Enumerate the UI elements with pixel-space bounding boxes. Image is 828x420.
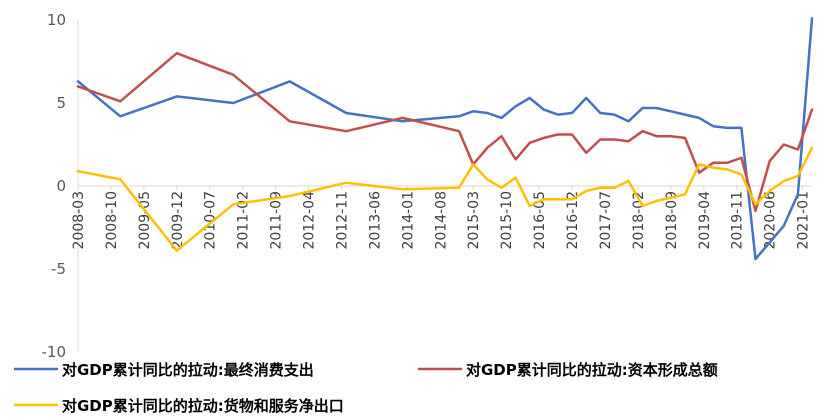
y-tick-label: 5: [56, 94, 66, 112]
x-tick-label: 2011-02: [236, 191, 252, 250]
x-tick-label: 2008-10: [104, 191, 120, 250]
x-tick-label: 2016-05: [532, 191, 548, 250]
legend-label-2: 对GDP累计同比的拉动:资本形成总额: [466, 361, 718, 379]
series-line-1: [76, 17, 814, 261]
legend: 对GDP累计同比的拉动:最终消费支出 对GDP累计同比的拉动:资本形成总额对GDP…: [14, 361, 718, 415]
x-tick-label: 2008-03: [71, 191, 87, 250]
y-tick-label: 10: [47, 11, 66, 29]
legend-label-3: 对GDP累计同比的拉动:货物和服务净出口: [62, 397, 344, 415]
x-tick-label: 2010-07: [203, 191, 219, 250]
x-tick-label: 2011-09: [269, 191, 285, 250]
x-tick-label: 2018-09: [664, 191, 680, 250]
legend-label-1: 对GDP累计同比的拉动:最终消费支出: [62, 361, 314, 379]
x-tick-label: 2012-04: [302, 191, 318, 250]
x-tick-label: 2014-08: [433, 191, 449, 250]
series-line-2: [76, 51, 814, 213]
x-tick-label: 2012-11: [334, 191, 350, 250]
x-tick-label: 2016-12: [565, 191, 581, 250]
y-tick-label: -5: [51, 260, 66, 278]
x-tick-label: 2009-12: [170, 191, 186, 250]
x-tick-label: 2021-01: [796, 191, 812, 250]
x-tick-label: 2019-11: [730, 191, 746, 250]
y-tick-label: -10: [42, 343, 67, 361]
x-tick-label: 2015-10: [499, 191, 515, 250]
series-line-3: [76, 146, 814, 252]
x-tick-label: 2014-01: [400, 191, 416, 250]
y-axis: 10 5 0 -5 -10: [42, 11, 79, 361]
series-lines: [76, 17, 814, 261]
x-axis: 2008-03 2008-10 2009-05 2009-12 2010-07 2011-…: [71, 185, 812, 250]
x-tick-label: 2017-07: [598, 191, 614, 250]
x-tick-label: 2019-04: [697, 191, 713, 250]
x-tick-label: 2009-05: [137, 191, 153, 250]
x-tick-label: 2013-06: [367, 191, 383, 250]
y-tick-label: 0: [56, 177, 66, 195]
x-tick-label: 2015-03: [466, 191, 482, 250]
